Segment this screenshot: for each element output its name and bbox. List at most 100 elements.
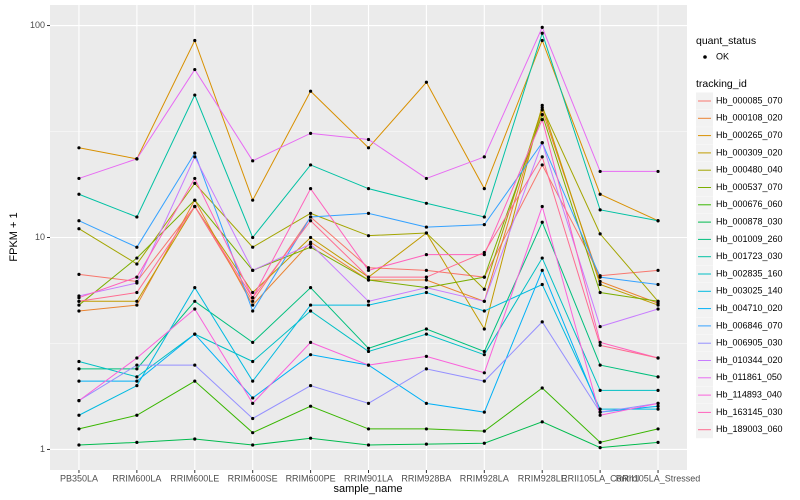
data-point — [193, 307, 197, 311]
data-point — [251, 443, 255, 447]
data-point — [598, 169, 602, 174]
x-tick-label: RRII105LA_Control — [561, 473, 639, 483]
legend-label: Hb_000676_060 — [716, 199, 783, 209]
data-point — [366, 187, 371, 191]
data-point — [424, 286, 429, 290]
data-point — [251, 299, 255, 303]
legend-label: Hb_003025_140 — [716, 286, 783, 296]
data-point — [193, 151, 197, 155]
data-point — [424, 327, 429, 331]
data-point — [251, 379, 255, 383]
data-point — [135, 299, 139, 303]
data-point — [251, 359, 255, 364]
data-point — [251, 235, 255, 240]
data-point — [366, 266, 371, 270]
x-tick-label: RRIM928LE — [518, 473, 567, 483]
data-point — [77, 146, 81, 150]
data-point — [424, 176, 429, 181]
data-point — [77, 303, 81, 307]
data-point — [656, 299, 660, 303]
data-point — [482, 353, 486, 357]
data-point — [598, 232, 602, 236]
legend-label: Hb_004710_020 — [716, 303, 783, 313]
data-point — [656, 307, 660, 311]
legend-title: quant_status — [696, 35, 756, 47]
legend-label: OK — [716, 51, 729, 61]
x-tick-label: RRIM600SE — [228, 473, 278, 483]
data-point — [598, 275, 602, 279]
data-point — [135, 281, 139, 285]
data-point — [251, 431, 255, 435]
data-point — [482, 155, 486, 159]
data-point — [424, 332, 429, 336]
data-point — [135, 256, 139, 260]
data-point — [135, 215, 139, 219]
legend-label: Hb_001009_260 — [716, 234, 783, 244]
data-point — [482, 215, 486, 219]
x-tick-label: RRIM600PE — [286, 473, 336, 483]
data-point — [308, 215, 313, 219]
data-point — [598, 388, 602, 392]
data-point — [424, 290, 429, 295]
data-point — [424, 442, 429, 446]
legend-label: Hb_189003_060 — [716, 424, 783, 434]
data-point — [77, 309, 81, 313]
data-point — [598, 279, 602, 284]
data-point — [540, 108, 544, 112]
data-point — [135, 440, 139, 444]
data-point — [135, 303, 139, 307]
data-point — [540, 155, 544, 159]
data-point — [308, 353, 313, 357]
data-point — [540, 420, 544, 424]
data-point — [540, 256, 544, 260]
data-point — [366, 275, 371, 279]
data-point — [366, 211, 371, 215]
legend-label: Hb_000085_070 — [716, 95, 783, 105]
data-point — [482, 379, 486, 383]
data-point — [482, 410, 486, 414]
data-point — [482, 371, 486, 375]
data-point — [424, 427, 429, 431]
data-point — [482, 287, 486, 291]
data-point — [656, 388, 660, 392]
data-point — [598, 324, 602, 329]
data-point — [135, 262, 139, 266]
data-point — [540, 117, 544, 122]
data-point — [598, 446, 602, 450]
data-point — [482, 441, 486, 445]
data-point — [656, 219, 660, 223]
data-point — [482, 250, 486, 255]
data-point — [540, 113, 544, 117]
data-point — [424, 80, 429, 84]
legend-label: Hb_000309_020 — [716, 147, 783, 157]
data-point — [77, 299, 81, 303]
data-point — [251, 245, 255, 249]
data-point — [135, 290, 139, 295]
x-tick-label: RRII105LA_Stressed — [616, 473, 701, 483]
data-point — [77, 379, 81, 383]
data-point — [540, 103, 544, 107]
data-point — [540, 38, 544, 43]
data-point — [424, 278, 429, 282]
data-point — [656, 407, 660, 411]
data-point — [598, 290, 602, 295]
data-point — [366, 299, 371, 303]
data-point — [77, 413, 81, 417]
x-tick-label: RRIM600LA — [112, 473, 161, 483]
data-point — [193, 181, 197, 185]
data-point — [193, 198, 197, 202]
x-tick-label: RRIM901LA — [344, 473, 393, 483]
data-point — [77, 227, 81, 231]
data-point — [77, 272, 81, 276]
data-point — [598, 363, 602, 367]
data-point — [251, 401, 255, 405]
data-point — [193, 38, 197, 43]
legend-label: Hb_000108_020 — [716, 113, 783, 123]
data-point — [656, 282, 660, 287]
data-point — [77, 219, 81, 223]
data-point — [540, 282, 544, 287]
legend-point — [703, 55, 707, 59]
legend-title: tracking_id — [696, 78, 747, 90]
data-point — [193, 93, 197, 97]
data-point — [77, 192, 81, 196]
